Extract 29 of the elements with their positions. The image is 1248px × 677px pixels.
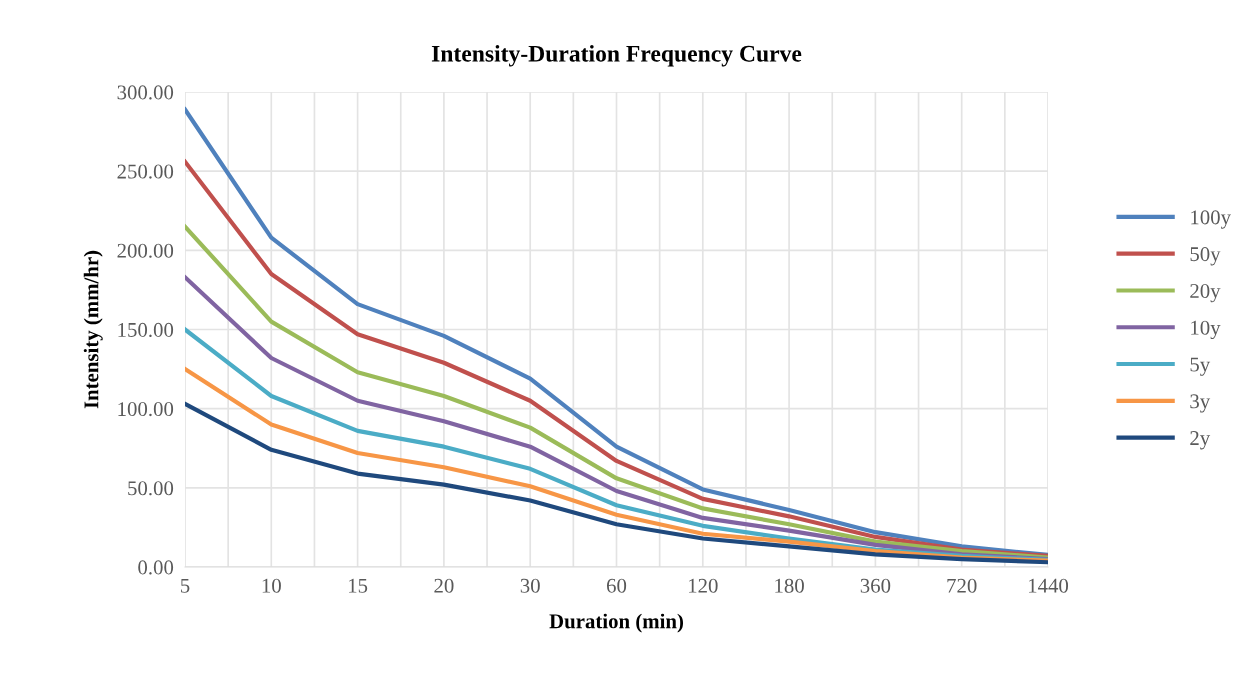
legend-label: 3y	[1190, 394, 1211, 413]
y-tick-label: 0.00	[138, 560, 174, 575]
y-tick-label: 300.00	[117, 85, 174, 100]
x-tick-label: 60	[606, 578, 627, 593]
legend-label: 20y	[1190, 283, 1221, 303]
line-series	[185, 224, 1048, 560]
x-tick-label: 360	[860, 578, 891, 593]
x-tick-label: 10	[262, 578, 281, 593]
x-tick-label: 720	[947, 578, 977, 593]
chart-title: Intensity-Duration Frequency Curve	[431, 45, 802, 67]
y-tick-label: 250.00	[117, 164, 174, 179]
legend-label: 5y	[1190, 357, 1211, 376]
x-tick-label: 180	[775, 578, 804, 593]
x-tick-label: 30	[520, 578, 540, 593]
x-tick-label: 20	[434, 578, 454, 593]
legend-label: 50y	[1190, 247, 1221, 266]
x-tick-label: 5	[181, 578, 190, 593]
x-tick-label: 15	[349, 578, 368, 593]
y-tick-label: 150.00	[118, 322, 174, 338]
y-tick-label: 100.00	[118, 402, 174, 417]
y-tick-label: 200.00	[117, 243, 174, 258]
legend-label: 2y	[1190, 431, 1211, 450]
x-tick-label: 120	[689, 578, 718, 593]
x-tick-label: 1440	[1029, 578, 1069, 593]
legend-label: 100y	[1191, 210, 1231, 229]
y-tick-label: 50.00	[128, 481, 174, 496]
x-axis-title: Duration (min)	[549, 613, 684, 633]
y-axis-title: Intensity (mm/hr)	[83, 250, 103, 409]
legend-label: 10y	[1191, 320, 1221, 340]
